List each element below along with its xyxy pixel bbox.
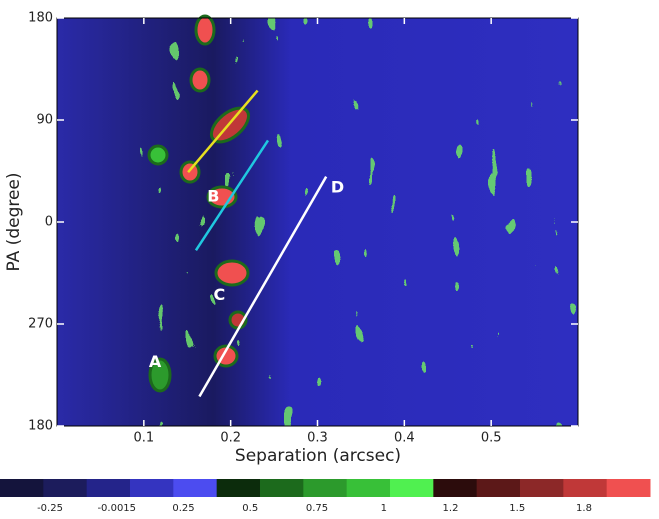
annotation-line: [198, 176, 328, 398]
heatmap-blob: [189, 67, 211, 93]
annotation-label: B: [207, 187, 219, 206]
colorbar-tick-label: -0.25: [37, 503, 63, 514]
colorbar-segment: [43, 479, 88, 497]
y-axis-label: PA (degree): [4, 172, 24, 271]
colorbar-tick-label: 1.8: [576, 503, 592, 514]
x-tick-label: 0.3: [307, 431, 328, 446]
colorbar-segment: [0, 479, 44, 497]
colorbar-tick-label: -0.0015: [97, 503, 136, 514]
colorbar-tick-label: 1.5: [509, 503, 525, 514]
x-axis-label: Separation (arcsec): [235, 446, 401, 466]
plot-area: [57, 14, 578, 426]
colorbar-segment: [433, 479, 478, 497]
annotation-label: A: [149, 352, 162, 371]
colorbar-segment: [260, 479, 304, 497]
heatmap-blob: [147, 144, 169, 166]
x-tick-label: 0.4: [394, 431, 415, 446]
colorbar-tick-label: 1.2: [443, 503, 459, 514]
colorbar-segment: [303, 479, 348, 497]
y-tick-label: 0: [45, 215, 53, 230]
x-tick-label: 0.1: [133, 431, 154, 446]
colorbar-segment: [390, 479, 434, 497]
colorbar-tick-label: 1: [381, 503, 387, 514]
colorbar-segment: [563, 479, 608, 497]
heatmap-texture: [140, 18, 578, 426]
heatmap-blob: [148, 357, 172, 393]
y-tick-label: 90: [36, 113, 53, 128]
colorbar-segment: [216, 479, 261, 497]
colorbar-segment: [476, 479, 521, 497]
heatmap-blob: [214, 259, 250, 287]
colorbar-segment: [86, 479, 131, 497]
colorbar-segment: [173, 479, 218, 497]
colorbar-segment: [130, 479, 174, 497]
y-tick-label: 270: [28, 317, 53, 332]
annotation-line: [194, 139, 270, 252]
heatmap-blob: [179, 160, 201, 184]
y-tick-label: 180: [28, 11, 53, 26]
colorbar-tick-label: 0.5: [242, 503, 258, 514]
colorbar-segment: [520, 479, 564, 497]
colorbar-tick-label: 0.75: [306, 503, 328, 514]
heatmap-blob: [194, 14, 216, 46]
y-tick-label: 180: [28, 419, 53, 434]
colorbar-segment: [606, 479, 651, 497]
x-tick-label: 0.5: [481, 431, 502, 446]
colorbar-tick-label: 0.25: [172, 503, 194, 514]
colorbar-segment: [346, 479, 391, 497]
annotation-line: [187, 89, 259, 173]
annotation-label: D: [331, 178, 344, 197]
x-tick-label: 0.2: [220, 431, 241, 446]
annotation-label: C: [214, 285, 226, 304]
